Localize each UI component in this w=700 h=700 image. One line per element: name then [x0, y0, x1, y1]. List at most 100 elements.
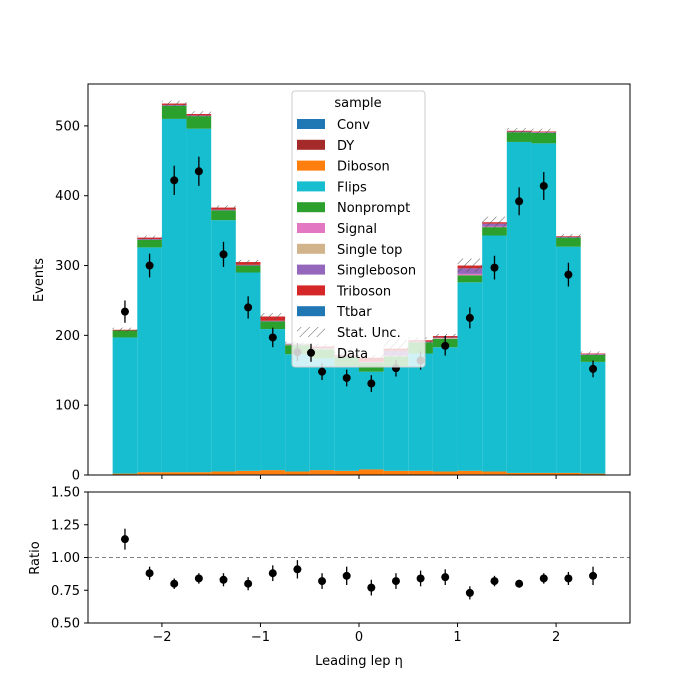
bar-diboson	[235, 470, 261, 475]
legend-swatch-single-top	[297, 243, 325, 254]
ratio-point	[194, 574, 203, 583]
bar-flips	[383, 366, 409, 471]
bar-flips	[285, 354, 310, 472]
x-tick-label: −2	[152, 630, 171, 645]
stat-unc-band	[137, 235, 162, 240]
y-tick-label: 400	[55, 189, 80, 204]
data-point	[219, 250, 228, 259]
bar-nonprompt	[482, 227, 507, 236]
data-point	[367, 379, 376, 388]
bar-nonprompt	[137, 239, 162, 248]
bar-nonprompt	[112, 330, 138, 338]
bar-nonprompt	[235, 265, 261, 273]
ratio-point	[170, 579, 179, 588]
legend-label-single-top: Single top	[337, 243, 402, 258]
legend-title: sample	[334, 96, 381, 111]
y-tick-label: 300	[55, 259, 80, 274]
ratio-point	[465, 588, 474, 597]
stat-unc-band	[506, 127, 532, 134]
y-tick-label: 100	[55, 399, 80, 414]
bar-diboson	[260, 470, 286, 475]
legend-swatch-nonprompt	[297, 202, 325, 213]
x-tick-label: 2	[552, 630, 560, 645]
bar-flips	[137, 247, 162, 473]
stat-unc-band	[260, 313, 286, 320]
bar-nonprompt	[506, 132, 532, 142]
bar-nonprompt	[531, 132, 557, 144]
legend-label-singleboson: Singleboson	[337, 264, 416, 279]
legend-label-dy: DY	[337, 139, 354, 154]
bar-diboson	[334, 470, 359, 475]
stat-unc-band	[580, 351, 606, 356]
ratio-point	[268, 569, 277, 578]
bar-diboson	[285, 471, 310, 475]
stat-unc-band	[186, 111, 212, 117]
legend-box	[291, 90, 426, 368]
data-point	[441, 341, 450, 350]
data-point	[170, 176, 179, 185]
legend: sample Conv DY Diboson Flips Nonprompt Signal…	[291, 90, 426, 368]
data-point	[490, 263, 499, 272]
ratio-point	[515, 579, 524, 588]
x-tick-label: −1	[251, 630, 270, 645]
data-point	[465, 313, 474, 322]
bar-diboson	[408, 470, 433, 475]
legend-swatch-dy	[297, 139, 325, 150]
data-point	[318, 367, 327, 376]
ratio-point	[539, 574, 548, 583]
ratio-point	[367, 583, 376, 592]
legend-swatch-ttbar	[297, 306, 325, 317]
legend-label-conv: Conv	[337, 118, 370, 133]
ratio-point	[564, 574, 573, 583]
ratio-point	[589, 571, 598, 580]
data-point	[268, 333, 277, 342]
ratio-point	[120, 535, 129, 544]
stat-unc-band	[482, 216, 507, 228]
bar-nonprompt	[580, 354, 606, 362]
legend-swatch-singleboson	[297, 264, 325, 275]
bar-singleboson	[211, 209, 236, 211]
stat-unc-band	[531, 128, 557, 135]
bar-diboson	[383, 470, 409, 475]
bar-singleboson	[260, 320, 286, 322]
stat-unc-band	[457, 258, 483, 273]
ratio-panel: 0.50 0.75 1.00 1.25 1.50 −2 −1 0 1 2 Ratio Leadi…	[28, 486, 631, 669]
ratio-point	[293, 565, 302, 574]
ratio-point	[244, 579, 253, 588]
ratio-y-axis-label: Ratio	[28, 541, 43, 574]
bar-diboson	[506, 472, 532, 475]
ratio-y-tick-label: 1.25	[51, 518, 80, 533]
main-y-ticks: 0 100 200 300 400 500	[55, 119, 88, 484]
bar-diboson	[531, 472, 557, 475]
data-point	[539, 181, 548, 190]
bar-nonprompt	[457, 275, 483, 283]
data-point	[194, 167, 203, 176]
main-y-axis-label: Events	[32, 258, 47, 302]
legend-swatch-data	[307, 348, 315, 357]
bar-diboson	[112, 473, 138, 475]
y-tick-label: 500	[55, 119, 80, 134]
legend-label-signal: Signal	[337, 222, 377, 237]
bar-nonprompt	[556, 237, 581, 247]
legend-label-nonprompt: Nonprompt	[337, 201, 410, 216]
legend-label-data: Data	[337, 347, 368, 362]
stat-unc-band	[235, 259, 261, 265]
stat-unc-band	[556, 234, 581, 239]
ratio-y-ticks: 0.50 0.75 1.00 1.25 1.50	[51, 486, 88, 632]
stat-unc-band	[161, 100, 187, 107]
legend-swatch-flips	[297, 181, 325, 192]
bar-diboson	[556, 472, 581, 475]
legend-label-stat-unc-: Stat. Unc.	[337, 326, 401, 341]
x-axis-label: Leading lep η	[315, 654, 403, 669]
bar-diboson	[211, 471, 236, 475]
bar-diboson	[161, 472, 187, 475]
ratio-x-ticks: −2 −1 0 1 2	[152, 623, 560, 645]
stat-unc-band	[112, 327, 138, 332]
legend-swatch-triboson	[297, 285, 325, 296]
ratio-point	[145, 569, 154, 578]
legend-swatch-stat-unc	[297, 327, 325, 337]
bar-singleboson	[235, 264, 261, 266]
bar-signal	[457, 273, 483, 276]
ratio-points	[120, 528, 598, 600]
